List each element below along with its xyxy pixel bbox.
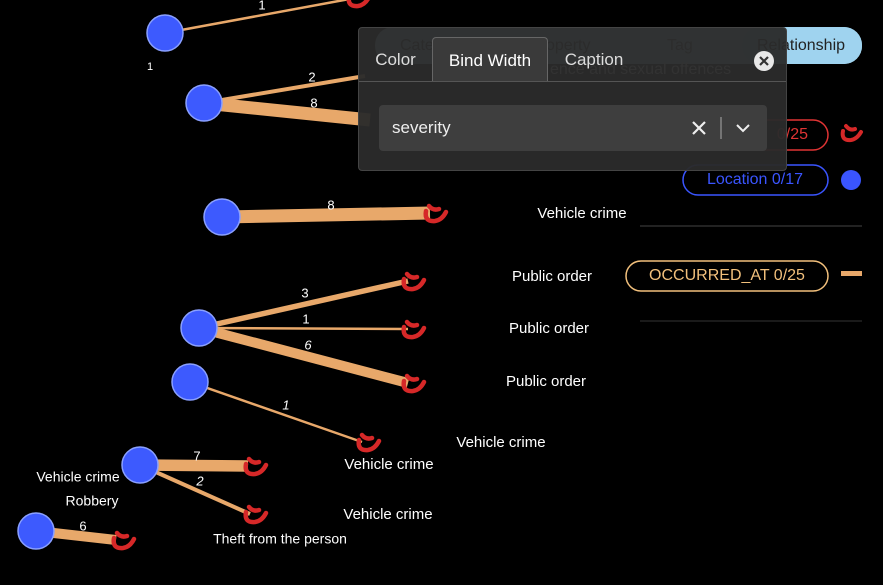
location-node[interactable] (180, 309, 218, 347)
edge-label: 8 (310, 95, 317, 110)
legend-badge[interactable] (625, 260, 829, 292)
crime-node[interactable] (401, 271, 427, 292)
edge (189, 380, 363, 444)
chevron-icon[interactable] (736, 124, 750, 133)
edge-label: 1 (282, 397, 289, 412)
select-value: severity (392, 118, 451, 137)
node-label: 1 (147, 61, 153, 73)
legend-icon (840, 124, 863, 143)
panel-tab[interactable]: Bind Width (432, 37, 548, 81)
crime-node[interactable] (111, 530, 137, 551)
panel-tab[interactable]: Color (375, 50, 416, 69)
graph-layer: 1 2 8 8 3 1 6 1 7 2 6 1 Vehicle crime Public order Pub… (17, 0, 627, 551)
crime-node[interactable] (356, 432, 382, 453)
legend-icon (841, 170, 861, 190)
edge (197, 323, 410, 388)
location-node[interactable] (121, 446, 159, 484)
style-panel: Color Bind Width Caption severity (358, 27, 787, 171)
panel-tab[interactable]: Caption (564, 50, 624, 69)
crime-node[interactable] (401, 373, 427, 394)
edge (198, 326, 409, 331)
edge (198, 278, 409, 331)
edge-label: 6 (304, 337, 312, 352)
node-label: Vehicle crime (537, 205, 626, 222)
edge (164, 0, 352, 35)
edge (139, 463, 251, 516)
node-label: Vehicle crime (344, 456, 433, 473)
edge-label: 1 (258, 0, 265, 12)
edge (221, 206, 431, 224)
edge (203, 96, 371, 127)
legend-icon (841, 271, 862, 276)
edge-label: 2 (308, 69, 315, 84)
location-node[interactable] (185, 84, 223, 122)
node-label: Theft from the person (213, 531, 347, 547)
location-node[interactable] (171, 363, 209, 401)
property-select[interactable]: severity (379, 105, 767, 151)
panel-tabs: Color Bind Width Caption (359, 37, 786, 82)
edge-label: 1 (302, 311, 309, 326)
crime-node[interactable] (401, 319, 427, 340)
clear-icon[interactable] (692, 121, 706, 135)
crime-node[interactable] (243, 456, 269, 477)
node-label: Public order (512, 268, 592, 285)
location-node[interactable] (146, 14, 184, 52)
edge-label: 7 (193, 448, 200, 463)
node-label: Vehicle crime (36, 469, 119, 485)
crime-node[interactable] (346, 0, 370, 9)
node-label: Robbery (66, 493, 119, 509)
crime-node[interactable] (423, 203, 449, 224)
crime-node[interactable] (243, 504, 269, 525)
edge-label: 3 (301, 285, 308, 300)
node-label: Public order (509, 320, 589, 337)
edge-label: 8 (327, 197, 334, 212)
legend-text: OCCURRED_AT 0/25 (649, 267, 805, 284)
node-label: Vehicle crime (343, 506, 432, 523)
node-label: Public order (506, 373, 586, 390)
edge-label: 6 (79, 518, 86, 533)
edge-label: 2 (195, 473, 204, 488)
edge (203, 74, 366, 105)
node-label: Vehicle crime (456, 434, 545, 451)
location-node[interactable] (17, 512, 55, 550)
close-button[interactable] (754, 51, 774, 71)
legend-text: Location 0/17 (707, 171, 803, 188)
location-node[interactable] (203, 198, 241, 236)
